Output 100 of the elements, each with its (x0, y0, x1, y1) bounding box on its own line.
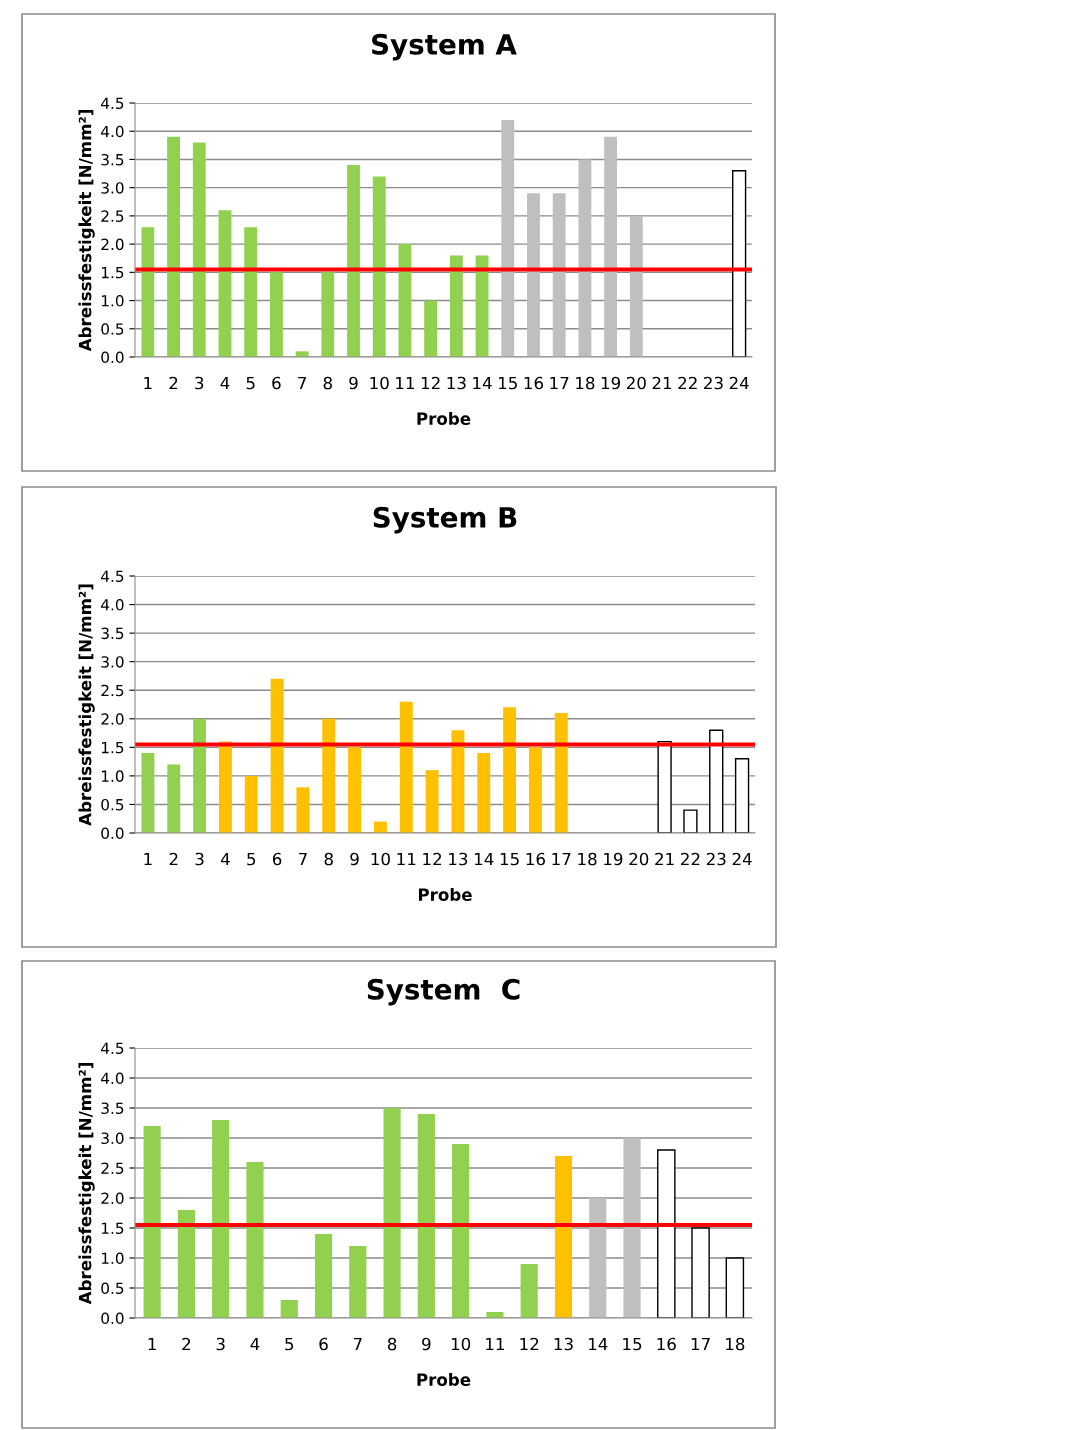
bar (691, 1227, 710, 1318)
y-tick-label: 2.0 (101, 1192, 124, 1205)
y-tick-label: 0.5 (101, 323, 124, 335)
bar (452, 1144, 470, 1318)
bar (349, 1246, 367, 1318)
y-tick-label: 3.5 (101, 153, 124, 166)
bar (244, 775, 258, 833)
bar (372, 176, 386, 357)
x-tick-label: 13 (449, 852, 468, 866)
y-tick-label: 3.5 (101, 1102, 124, 1115)
x-tick-label: 20 (629, 852, 649, 866)
x-tick-label: 19 (604, 852, 623, 866)
y-tick-label: 1.0 (101, 1252, 124, 1265)
y-tick-label: 2.0 (101, 238, 124, 251)
x-tick-label: 13 (447, 376, 466, 390)
bar (383, 1108, 401, 1318)
y-tick-label: 4.5 (101, 1042, 124, 1055)
bar (270, 678, 284, 833)
bar (347, 165, 360, 357)
x-tick-label: 16 (524, 376, 544, 390)
y-tick-label: 0.5 (101, 1282, 124, 1295)
x-tick-label: 4 (250, 1337, 260, 1351)
bar (657, 740, 672, 833)
x-axis-title: Probe (418, 888, 472, 901)
bar (589, 1198, 607, 1318)
x-axis-title: Probe (417, 1373, 471, 1386)
x-tick-label: 8 (324, 852, 333, 866)
y-tick-label: 1.0 (101, 770, 124, 782)
x-tick-label: 9 (350, 852, 359, 866)
bar (193, 718, 207, 833)
x-tick-label: 7 (353, 1337, 362, 1351)
x-tick-label: 15 (500, 852, 519, 866)
x-tick-label: 5 (285, 1337, 294, 1351)
y-tick-label: 3.5 (101, 627, 124, 640)
bar (734, 758, 750, 833)
x-tick-label: 9 (349, 376, 358, 390)
x-tick-label: 21 (652, 376, 672, 390)
y-tick-label: 0.0 (101, 1312, 124, 1325)
x-tick-label: 3 (195, 852, 204, 866)
x-tick-label: 15 (623, 1337, 642, 1351)
bar (623, 1138, 641, 1318)
x-tick-label: 12 (421, 376, 440, 390)
y-axis-title: Abreissfestigkeit [N/mm²] (78, 110, 95, 352)
bar (552, 193, 566, 357)
x-tick-label: 20 (626, 376, 646, 390)
y-tick-label: 1.5 (101, 1222, 124, 1235)
y-tick-label: 0.5 (101, 798, 124, 811)
bar (732, 170, 747, 357)
bar (246, 1162, 264, 1318)
x-tick-label: 17 (550, 376, 569, 390)
bar (141, 227, 155, 357)
y-tick-label: 4.0 (101, 1072, 124, 1085)
bar (554, 713, 568, 833)
x-tick-label: 11 (486, 1337, 504, 1351)
bar (528, 747, 542, 833)
x-tick-label: 10 (451, 1337, 471, 1351)
y-tick-label: 4.5 (101, 570, 124, 583)
bar (477, 753, 491, 833)
x-tick-label: 17 (552, 852, 571, 866)
bar (269, 272, 283, 357)
y-tick-label: 0.0 (101, 351, 124, 364)
bar (280, 1300, 298, 1318)
bar (709, 729, 724, 833)
x-tick-label: 9 (422, 1337, 431, 1351)
chart-title: System A (372, 33, 517, 61)
bar (683, 809, 698, 833)
bar (604, 136, 618, 357)
x-tick-label: 12 (520, 1337, 539, 1351)
x-tick-label: 6 (272, 376, 281, 390)
x-tick-label: 7 (298, 852, 307, 866)
bar (348, 747, 362, 833)
y-tick-label: 0.0 (101, 827, 124, 840)
bar (417, 1114, 435, 1318)
x-tick-label: 23 (706, 852, 726, 866)
x-tick-label: 15 (499, 376, 517, 390)
y-axis-title: Abreissfestigkeit [N/mm²] (78, 584, 95, 826)
x-tick-label: 3 (195, 376, 204, 390)
bar (322, 718, 336, 833)
bar (218, 210, 232, 357)
x-tick-label: 7 (298, 376, 306, 390)
x-tick-label: 23 (704, 376, 723, 390)
x-tick-label: 16 (526, 852, 545, 866)
bar (451, 730, 465, 833)
bar (424, 300, 438, 357)
x-tick-label: 4 (220, 852, 230, 866)
bar (314, 1234, 333, 1318)
x-tick-label: 24 (729, 376, 749, 390)
bar (527, 193, 540, 357)
y-tick-label: 3.0 (101, 182, 124, 194)
y-tick-label: 3.0 (101, 1132, 124, 1145)
x-tick-label: 10 (370, 376, 389, 390)
x-tick-label: 14 (588, 1337, 608, 1351)
bar (167, 136, 180, 357)
x-tick-label: 18 (576, 376, 595, 390)
x-tick-label: 4 (220, 376, 230, 390)
x-tick-label: 12 (423, 852, 442, 866)
x-tick-label: 2 (182, 1337, 191, 1351)
y-tick-label: 2.5 (101, 684, 124, 697)
bar (657, 1149, 676, 1318)
x-tick-label: 1 (148, 1337, 156, 1351)
